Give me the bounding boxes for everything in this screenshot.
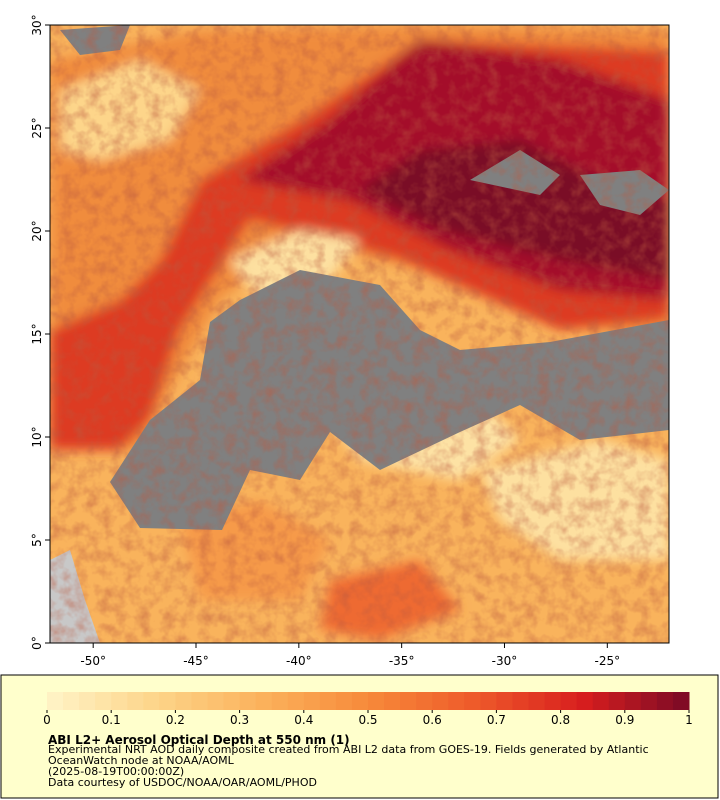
colorbar-swatch [159, 692, 176, 710]
colorbar-swatch [512, 692, 529, 710]
colorbar-tick-label: 0.8 [551, 713, 570, 727]
colorbar-swatch [592, 692, 610, 710]
y-tick-label: 10° [30, 426, 44, 447]
colorbar-swatch [95, 692, 112, 710]
colorbar-swatch [47, 692, 64, 710]
colorbar-swatch [239, 692, 257, 710]
colorbar-swatch [448, 692, 465, 710]
colorbar-swatch [255, 692, 273, 710]
colorbar-tick-label: 0 [43, 713, 51, 727]
colorbar-swatch [576, 692, 594, 710]
colorbar-swatch [544, 692, 562, 710]
title: ABI L2+ Aerosol Optical Depth at 550 nm … [48, 733, 350, 747]
colorbar-swatch [640, 692, 658, 710]
colorbar-swatch [384, 692, 401, 710]
colorbar-swatch [351, 692, 369, 710]
x-tick-label: -35° [389, 654, 415, 668]
colorbar-swatch [319, 692, 337, 710]
colorbar-swatch [416, 692, 433, 710]
y-tick-label: 20° [30, 220, 44, 241]
y-tick-label: 0° [30, 636, 44, 650]
colorbar-swatch [672, 692, 690, 710]
y-tick-label: 30° [30, 14, 44, 35]
colorbar-tick-label: 0.5 [358, 713, 377, 727]
x-tick-label: -45° [183, 654, 209, 668]
colorbar-tick-label: 0.3 [230, 713, 249, 727]
colorbar-swatch [400, 692, 417, 710]
colorbar-swatch [496, 692, 513, 710]
colorbar-swatch [624, 692, 642, 710]
y-tick-label: 15° [30, 323, 44, 344]
y-tick-label: 5° [30, 533, 44, 547]
colorbar-tick-label: 0.1 [102, 713, 121, 727]
colorbar-swatch [560, 692, 578, 710]
colorbar-tick-label: 0.4 [294, 713, 313, 727]
colorbar-tick-label: 0.6 [423, 713, 442, 727]
colorbar-swatch [608, 692, 626, 710]
colorbar-swatch [127, 692, 144, 710]
colorbar-swatch [464, 692, 481, 710]
colorbar-swatch [432, 692, 449, 710]
colorbar-tick-label: 1 [685, 713, 693, 727]
colorbar-swatch [191, 692, 208, 710]
x-tick-label: -40° [286, 654, 312, 668]
x-tick-label: -25° [595, 654, 621, 668]
description: Data courtesy of USDOC/NOAA/OAR/AOML/PHO… [48, 776, 317, 789]
x-tick-label: -30° [492, 654, 518, 668]
description: OceanWatch node at NOAA/AOML [48, 754, 235, 767]
colorbar-swatch [368, 692, 385, 710]
colorbar-swatch [143, 692, 160, 710]
colorbar-swatch [63, 692, 80, 710]
colorbar-swatch [223, 692, 241, 710]
colorbar-swatch [111, 692, 128, 710]
colorbar-swatch [656, 692, 674, 710]
colorbar-swatch [79, 692, 96, 710]
x-tick-label: -50° [80, 654, 106, 668]
y-tick-label: 25° [30, 117, 44, 138]
colorbar-swatch [271, 692, 289, 710]
colorbar-tick-label: 0.9 [615, 713, 634, 727]
description: Experimental NRT AOD daily composite cre… [48, 743, 649, 756]
colorbar-tick-label: 0.2 [166, 713, 185, 727]
colorbar-swatch [175, 692, 192, 710]
colorbar-swatch [287, 692, 305, 710]
colorbar-swatch [480, 692, 497, 710]
colorbar-swatch [207, 692, 225, 710]
description: (2025-08-19T00:00:00Z) [48, 765, 184, 778]
colorbar-tick-label: 0.7 [487, 713, 506, 727]
colorbar-swatch [528, 692, 546, 710]
colorbar-swatch [335, 692, 353, 710]
colorbar-swatch [303, 692, 321, 710]
map-image [50, 25, 669, 643]
